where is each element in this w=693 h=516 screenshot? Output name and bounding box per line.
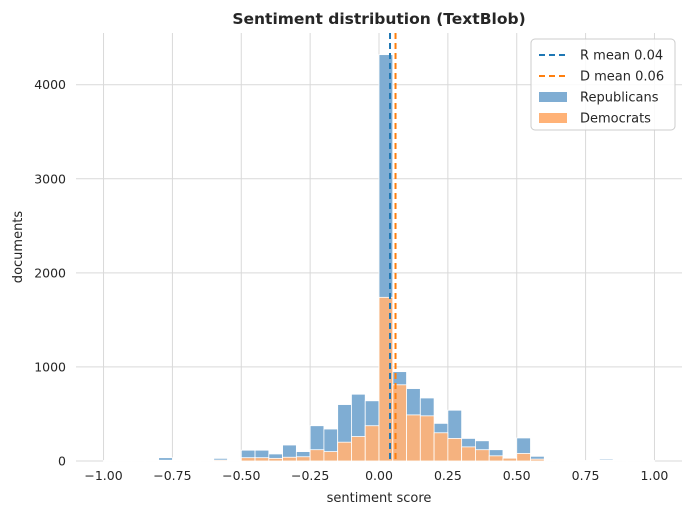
legend-republicans-entry: Republicans (539, 91, 659, 106)
democrats-bar (240, 457, 256, 462)
legend-r-mean-label: R mean 0.04 (580, 49, 663, 64)
x-tick-label: 0.50 (503, 468, 531, 483)
y-tick-label: 3000 (34, 171, 66, 186)
x-tick-label: 0.25 (434, 468, 462, 483)
x-tick-label: −0.25 (291, 468, 329, 483)
legend-d-mean-entry: D mean 0.06 (539, 70, 664, 85)
democrats-bar (158, 459, 173, 462)
y-axis-label: documents (11, 211, 26, 284)
democrats-bar (323, 451, 339, 462)
x-tick-label: 1.00 (641, 468, 669, 483)
democrats-bar (254, 457, 270, 462)
x-tick-label: 0.75 (572, 468, 600, 483)
y-tick-label: 2000 (34, 265, 66, 280)
mean-lines (389, 33, 397, 461)
democrats-bar (213, 459, 228, 462)
democrats-bar (516, 453, 531, 462)
democrats-bar (433, 432, 449, 462)
y-tick-label: 1000 (34, 359, 66, 374)
democrats-bar (447, 438, 463, 462)
democrats-bar (295, 456, 311, 462)
legend-box (530, 38, 676, 131)
democrats-bar (475, 449, 490, 462)
democrats-bar (282, 456, 297, 462)
democrats-bar (337, 441, 352, 462)
legend-republicans-swatch (539, 92, 567, 102)
democrats-bar (530, 458, 545, 462)
histogram-bars (103, 54, 655, 462)
legend-republicans-label: Republicans (580, 91, 659, 106)
legend: R mean 0.04 D mean 0.06 Republicans Democra… (530, 38, 676, 131)
democrats-bar (309, 449, 325, 462)
democrats-bar (488, 455, 504, 462)
x-tick-labels: −1.00 −0.75 −0.50 −0.25 0.00 0.25 0.50 0.75 1.00 (84, 468, 668, 483)
x-tick-label: −1.00 (84, 468, 122, 483)
x-tick-label: 0.00 (365, 468, 393, 483)
legend-d-mean-label: D mean 0.06 (580, 70, 664, 85)
legend-democrats-swatch (539, 113, 567, 123)
legend-r-mean-entry: R mean 0.04 (539, 49, 663, 64)
democrats-bar (598, 459, 614, 462)
y-tick-label: 0 (58, 454, 66, 469)
legend-democrats-entry: Democrats (539, 112, 651, 127)
democrats-bar (406, 414, 421, 462)
y-tick-label: 4000 (34, 77, 66, 92)
legend-democrats-label: Democrats (580, 112, 651, 127)
democrats-bar (364, 425, 380, 462)
democrats-bar (351, 436, 366, 462)
democrats-bar (227, 459, 242, 462)
y-tick-labels: 0 1000 2000 3000 4000 (34, 77, 66, 468)
x-axis-label: sentiment score (327, 491, 432, 506)
democrats-bar (502, 457, 518, 462)
chart-title: Sentiment distribution (TextBlob) (232, 10, 525, 28)
democrats-bar (419, 415, 435, 462)
democrats-bar (461, 446, 476, 462)
x-tick-label: −0.50 (222, 468, 260, 483)
democrats-bar (268, 457, 283, 462)
x-tick-label: −0.75 (153, 468, 191, 483)
